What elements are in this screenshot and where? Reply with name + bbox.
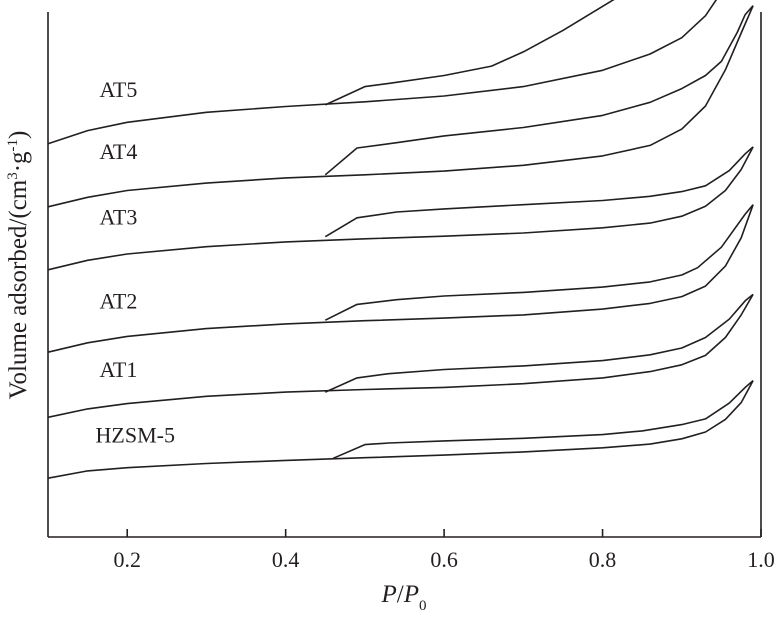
x-tick-label: 0.8 [589, 547, 617, 572]
desorption-curve-at5 [324, 0, 615, 106]
series-label-at3: AT3 [99, 205, 137, 230]
adsorption-curve-hzsm-5 [47, 380, 754, 479]
desorption-curve-at1 [324, 293, 754, 393]
y-axis-title-mid: ·g [5, 151, 32, 172]
series-label-at1: AT1 [99, 357, 137, 382]
series-labels: HZSM-5 AT1 AT2 AT3 AT4 AT5 [96, 77, 175, 447]
y-axis-title-end: ) [5, 131, 32, 139]
y-axis-title-sup1: 3 [5, 172, 21, 180]
y-axis-title-sup2: -1 [5, 139, 21, 152]
isotherm-curves [47, 0, 754, 479]
desorption-curve-at2 [324, 204, 754, 321]
x-axis-title: P/P0 [380, 581, 426, 614]
x-axis-title-p: P [380, 581, 396, 608]
x-axis-title-slash: / [397, 581, 404, 608]
desorption-curve-hzsm-5 [332, 379, 754, 460]
plot-area: 0.2 0.4 0.6 0.8 1.0 HZSM-5 AT1 AT2 AT3 AT4 AT5 [47, 0, 775, 572]
x-tick-label: 0.2 [113, 547, 141, 572]
x-axis-title-sub: 0 [419, 598, 427, 614]
adsorption-curve-at5 [47, 0, 718, 145]
x-tick-label: 0.4 [272, 547, 300, 572]
x-ticks: 0.2 0.4 0.6 0.8 1.0 [113, 529, 775, 572]
adsorption-curve-at3 [47, 146, 754, 271]
x-tick-label: 0.6 [430, 547, 458, 572]
series-label-at4: AT4 [99, 139, 137, 164]
y-axis-title: Volume adsorbed/(cm3·g-1) [5, 131, 32, 400]
adsorption-curve-at4 [47, 5, 754, 208]
series-label-at5: AT5 [99, 77, 137, 102]
adsorption-curve-at2 [47, 204, 754, 353]
desorption-curve-at3 [324, 146, 754, 238]
x-tick-label: 1.0 [747, 547, 775, 572]
desorption-curve-at4 [324, 5, 754, 176]
series-label-hzsm-5: HZSM-5 [96, 423, 175, 448]
series-label-at2: AT2 [99, 289, 137, 314]
x-axis-title-p0: P [403, 581, 419, 608]
y-axis-title-main: Volume adsorbed/(cm [5, 179, 32, 399]
adsorption-curve-at1 [47, 293, 754, 419]
